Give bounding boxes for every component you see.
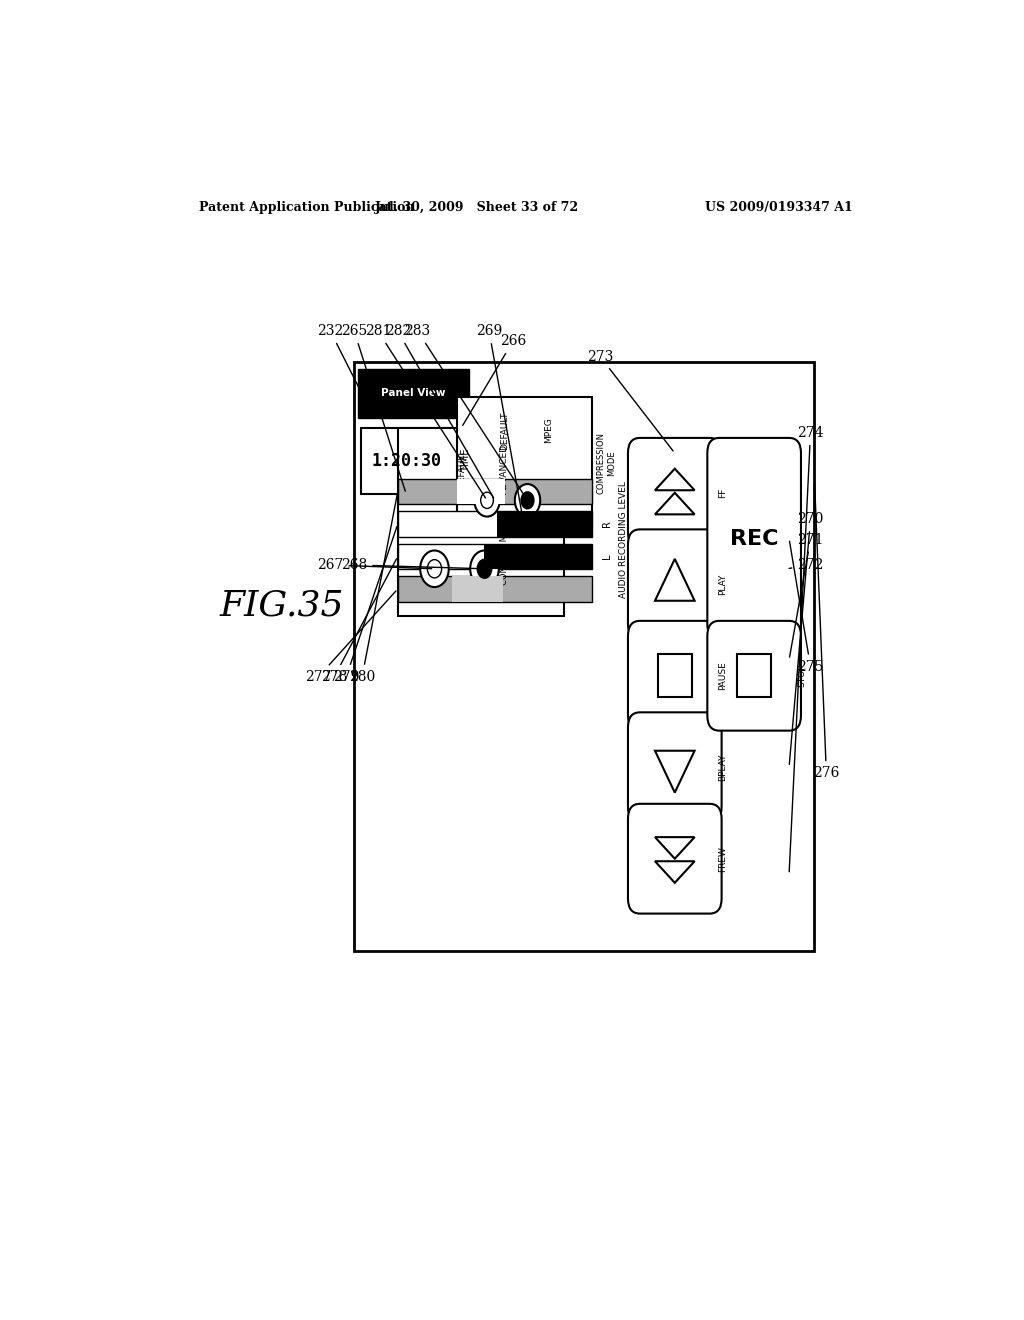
- Text: 283: 283: [404, 325, 526, 498]
- Text: 277: 277: [305, 591, 396, 684]
- Polygon shape: [655, 837, 694, 859]
- Text: 272: 272: [790, 558, 823, 572]
- Text: 275: 275: [790, 541, 823, 673]
- Text: 266: 266: [463, 334, 526, 425]
- FancyBboxPatch shape: [458, 397, 592, 529]
- Circle shape: [480, 492, 494, 508]
- Text: 232: 232: [317, 325, 373, 414]
- Text: STOP: STOP: [797, 664, 806, 688]
- FancyBboxPatch shape: [358, 368, 469, 417]
- Text: FIG.35: FIG.35: [219, 589, 344, 623]
- FancyBboxPatch shape: [360, 428, 452, 494]
- Text: PAUSE: PAUSE: [718, 661, 727, 690]
- FancyBboxPatch shape: [497, 511, 592, 536]
- Text: COMPRESSION
MODE: COMPRESSION MODE: [597, 433, 616, 494]
- Text: Jul. 30, 2009   Sheet 33 of 72: Jul. 30, 2009 Sheet 33 of 72: [375, 201, 580, 214]
- Circle shape: [476, 558, 493, 579]
- Text: 269: 269: [476, 325, 524, 527]
- FancyBboxPatch shape: [708, 620, 801, 731]
- Text: CONTROL MODE: CONTROL MODE: [501, 515, 509, 585]
- Text: DEFAULT: DEFAULT: [457, 450, 466, 488]
- FancyBboxPatch shape: [708, 438, 801, 639]
- Text: REC: REC: [730, 528, 778, 549]
- Text: 280: 280: [349, 494, 397, 684]
- FancyBboxPatch shape: [452, 576, 504, 602]
- FancyBboxPatch shape: [397, 544, 592, 569]
- Polygon shape: [655, 861, 694, 883]
- Text: FREW: FREW: [718, 846, 727, 871]
- Circle shape: [420, 550, 449, 587]
- Text: Panel View: Panel View: [382, 388, 445, 399]
- Text: FF: FF: [718, 487, 727, 498]
- Text: R: R: [601, 520, 611, 527]
- FancyBboxPatch shape: [628, 713, 722, 822]
- Text: 271: 271: [790, 532, 823, 657]
- FancyBboxPatch shape: [397, 479, 592, 504]
- Text: MPEG: MPEG: [544, 417, 553, 444]
- Text: 282: 282: [385, 325, 494, 498]
- Circle shape: [515, 484, 541, 516]
- Text: L: L: [601, 553, 611, 560]
- FancyBboxPatch shape: [458, 479, 505, 504]
- FancyBboxPatch shape: [354, 362, 814, 952]
- Text: DEFAULT: DEFAULT: [500, 411, 509, 450]
- FancyBboxPatch shape: [397, 428, 564, 615]
- Text: 274: 274: [790, 426, 823, 871]
- Text: 267: 267: [317, 558, 432, 572]
- FancyBboxPatch shape: [397, 511, 592, 536]
- Polygon shape: [655, 469, 694, 490]
- Text: 265: 265: [341, 325, 406, 491]
- Polygon shape: [655, 751, 694, 792]
- Circle shape: [427, 560, 441, 578]
- Text: 281: 281: [365, 325, 485, 498]
- Text: 270: 270: [790, 512, 823, 764]
- FancyBboxPatch shape: [658, 655, 691, 697]
- Text: BPLAY: BPLAY: [718, 754, 727, 781]
- Circle shape: [474, 484, 500, 516]
- FancyBboxPatch shape: [628, 620, 722, 731]
- Text: 273: 273: [587, 350, 673, 451]
- Text: 1:20:30: 1:20:30: [371, 451, 441, 470]
- FancyBboxPatch shape: [397, 576, 592, 602]
- Text: ADVANCED: ADVANCED: [501, 444, 509, 494]
- Text: 279: 279: [333, 527, 397, 684]
- Polygon shape: [655, 492, 694, 515]
- FancyBboxPatch shape: [628, 804, 722, 913]
- FancyBboxPatch shape: [628, 529, 722, 639]
- Circle shape: [470, 550, 499, 587]
- Text: PLAY: PLAY: [718, 574, 727, 595]
- FancyBboxPatch shape: [737, 655, 771, 697]
- Text: AUDIO RECORDING LEVEL: AUDIO RECORDING LEVEL: [620, 482, 629, 598]
- Text: TIME: TIME: [461, 449, 471, 473]
- Text: 278: 278: [322, 558, 396, 684]
- Polygon shape: [655, 558, 694, 601]
- Text: 268: 268: [341, 558, 481, 572]
- Text: Patent Application Publication: Patent Application Publication: [200, 201, 415, 214]
- Circle shape: [520, 491, 535, 510]
- Text: 276: 276: [813, 482, 840, 780]
- FancyBboxPatch shape: [628, 438, 722, 548]
- FancyBboxPatch shape: [483, 544, 592, 569]
- Text: US 2009/0193347 A1: US 2009/0193347 A1: [705, 201, 853, 214]
